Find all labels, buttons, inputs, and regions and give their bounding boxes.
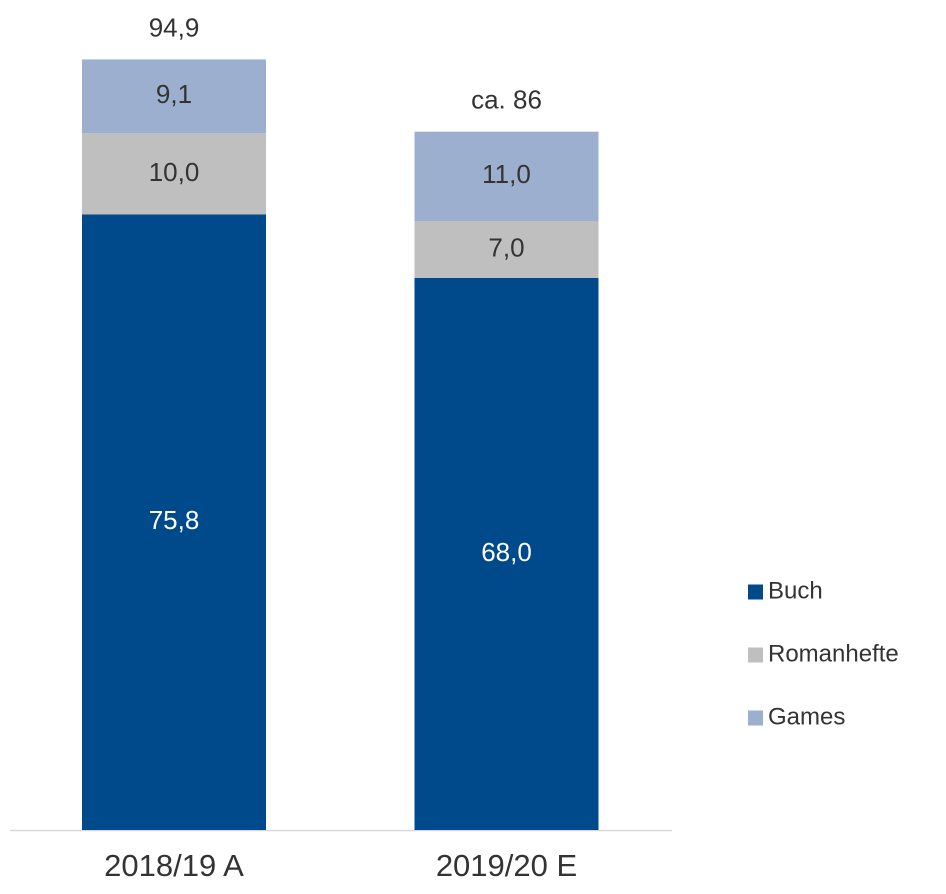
legend-label: Romanhefte — [768, 640, 899, 667]
value-label: 11,0 — [482, 159, 531, 189]
total-label: 94,9 — [149, 12, 200, 42]
value-label: 7,0 — [488, 232, 524, 262]
x-tick-label: 2018/19 A — [104, 848, 244, 883]
value-label: 9,1 — [156, 79, 192, 109]
legend-label: Buch — [768, 577, 823, 604]
legend-swatch — [748, 584, 763, 600]
total-label: ca. 86 — [471, 85, 542, 115]
bar-segment — [414, 277, 599, 831]
bar-segment — [82, 133, 266, 215]
bar-segment — [414, 131, 599, 221]
value-label: 75,8 — [149, 505, 200, 535]
value-label: 68,0 — [481, 537, 532, 567]
legend-label: Games — [768, 703, 845, 730]
bar-segment — [414, 221, 599, 278]
legend-swatch — [748, 710, 763, 726]
legend-swatch — [748, 647, 763, 663]
bar-segment — [82, 59, 266, 134]
bar-segment — [82, 214, 266, 830]
value-label: 10,0 — [149, 157, 200, 187]
x-tick-label: 2019/20 E — [436, 848, 577, 883]
